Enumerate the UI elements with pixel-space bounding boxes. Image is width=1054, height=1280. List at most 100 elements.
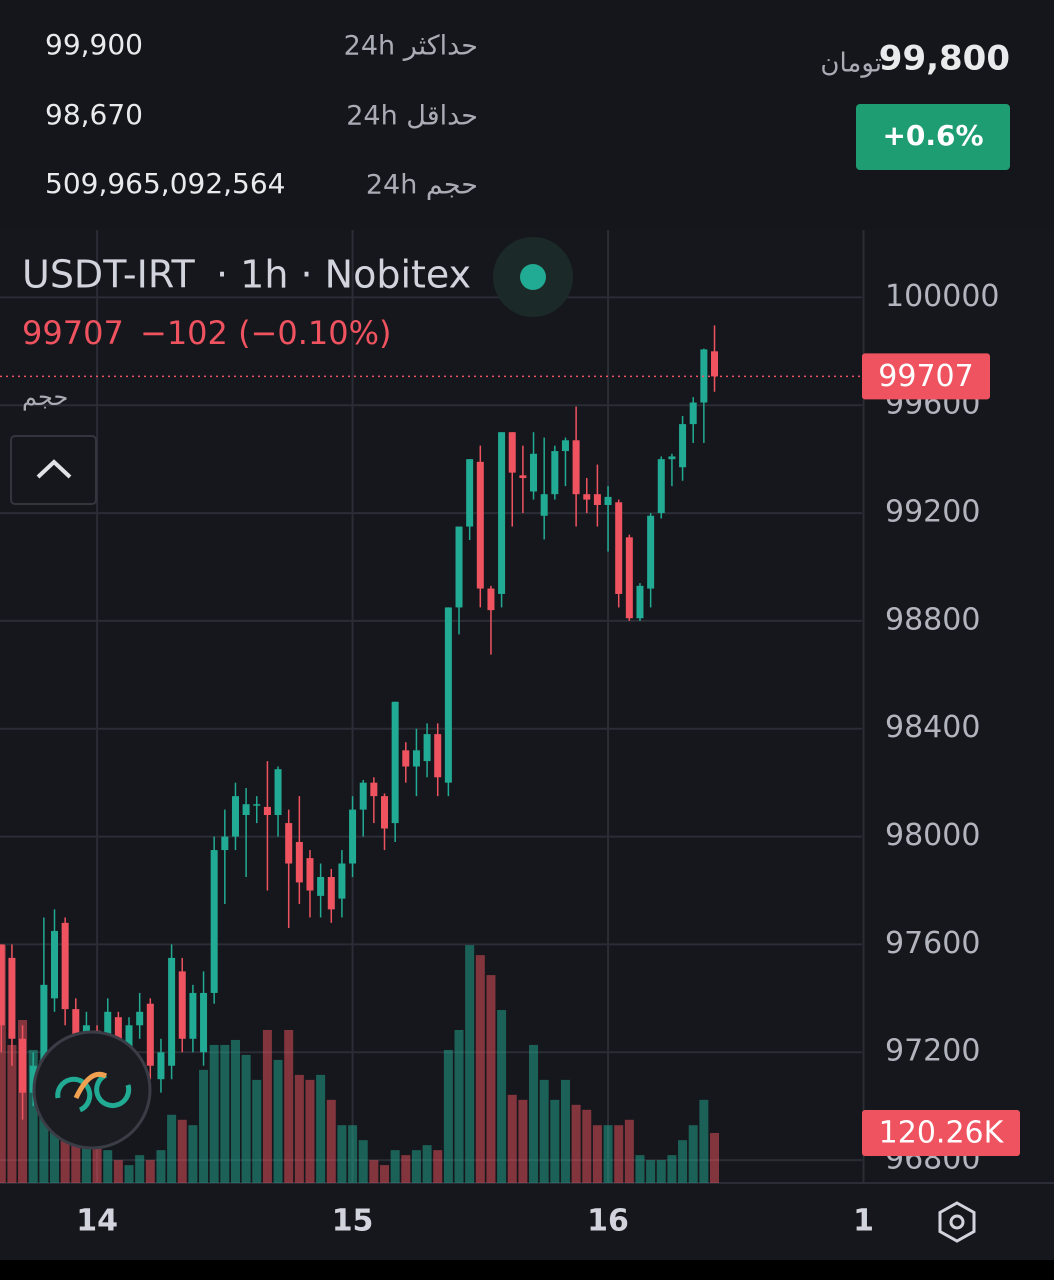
logo[interactable]	[32, 1030, 152, 1150]
candle-body	[349, 809, 357, 864]
volume-bar	[465, 945, 475, 1183]
candle-body	[604, 496, 612, 505]
volume-bar	[635, 1155, 645, 1183]
volume-bar	[592, 1125, 602, 1183]
candle-body	[689, 402, 697, 425]
volume-bar	[199, 1069, 209, 1183]
volume-bar	[316, 1074, 326, 1183]
candle-body	[274, 769, 282, 816]
legend-change: −102 (−0.10%)	[140, 314, 392, 352]
volume-bar	[145, 1160, 155, 1183]
candle-body	[711, 351, 719, 377]
volume-bar	[518, 1099, 528, 1183]
volume-bar	[326, 1099, 336, 1183]
volume-bar	[539, 1079, 549, 1183]
y-tick-label: 98800	[885, 602, 980, 637]
candle-body	[476, 461, 484, 589]
stat-value: 509,965,092,564	[45, 167, 285, 200]
volume-bar	[28, 1049, 38, 1183]
volume-tag	[862, 1109, 1020, 1156]
volume-bar	[603, 1125, 613, 1183]
candle-body	[136, 1011, 144, 1026]
volume-bar	[422, 1145, 432, 1183]
candle-body	[221, 836, 229, 851]
volume-bar	[550, 1099, 560, 1183]
candle-body	[444, 607, 452, 783]
volume-bar	[177, 1119, 187, 1183]
volume-bar	[209, 1044, 219, 1183]
volume-bar	[92, 1140, 102, 1183]
candle-body	[455, 526, 463, 608]
volume-bar	[401, 1155, 411, 1183]
candle-body	[50, 930, 58, 999]
volume-bar	[571, 1104, 581, 1183]
volume-bar	[624, 1119, 634, 1183]
volume-bar	[284, 1029, 294, 1183]
y-tick-label: 97600	[885, 926, 980, 961]
volume-bar	[443, 1049, 453, 1183]
candle-body	[561, 440, 569, 452]
volume-bar	[369, 1160, 379, 1183]
volume-bar	[124, 1165, 134, 1183]
change-badge	[856, 104, 1010, 170]
candle-body	[508, 432, 516, 473]
y-tick-label: 99200	[885, 495, 980, 530]
candle-body	[402, 750, 410, 767]
volume-bar	[0, 945, 6, 1183]
volume-label: حجم	[22, 383, 68, 411]
candle-body	[370, 782, 378, 797]
candle-body	[615, 502, 623, 594]
candle-body	[40, 984, 48, 1066]
price-tag	[862, 353, 990, 400]
collapse-button[interactable]	[10, 435, 97, 505]
volume-bar	[262, 1029, 272, 1183]
candle-body	[359, 782, 367, 810]
currency: تومان	[820, 49, 882, 79]
volume-bar	[433, 1150, 443, 1183]
candle-body	[381, 796, 389, 829]
candle-body	[317, 877, 325, 896]
candle-body	[572, 440, 580, 495]
candle-body	[498, 432, 506, 594]
candle-body	[636, 585, 644, 619]
price-tag-label: 99707	[878, 359, 973, 394]
candle-body	[540, 494, 548, 516]
candle-body	[263, 806, 271, 816]
stat-label: حداقل 24h	[346, 101, 478, 132]
candle-body	[178, 971, 186, 1039]
candle-body	[625, 537, 633, 619]
x-tick-label: 1	[853, 1204, 874, 1239]
volume-bar	[273, 1059, 283, 1183]
settings-icon[interactable]	[938, 1201, 976, 1243]
candle-body	[434, 734, 442, 778]
y-tick-label: 98400	[885, 710, 980, 745]
chart-title: USDT-IRT	[22, 253, 195, 297]
logo-mark	[55, 1072, 132, 1113]
candle-body	[327, 877, 335, 910]
candle-body	[231, 796, 239, 837]
volume-bar	[699, 1099, 709, 1183]
candle-body	[593, 494, 601, 505]
y-tick-label: 100000	[885, 279, 1000, 314]
candle-body	[8, 957, 16, 1039]
x-tick-label: 14	[76, 1204, 118, 1239]
candle-body	[295, 841, 303, 883]
legend-close: 99707	[22, 314, 124, 352]
volume-bar	[113, 1160, 123, 1183]
volume-bar	[348, 1125, 358, 1183]
candle-body	[519, 475, 527, 479]
volume-bar	[497, 1010, 507, 1183]
price: 99,800	[879, 39, 1010, 79]
volume-bar	[220, 1044, 230, 1183]
candle-body	[0, 944, 5, 1026]
chart-subtitle: · 1h · Nobitex	[216, 253, 471, 297]
candle-body	[583, 494, 591, 500]
candle-body	[530, 453, 538, 492]
volume-bar	[294, 1074, 304, 1183]
x-tick-label: 16	[587, 1204, 629, 1239]
volume-bar	[60, 1109, 70, 1183]
volume-bar	[337, 1125, 347, 1183]
volume-bar	[486, 975, 496, 1183]
